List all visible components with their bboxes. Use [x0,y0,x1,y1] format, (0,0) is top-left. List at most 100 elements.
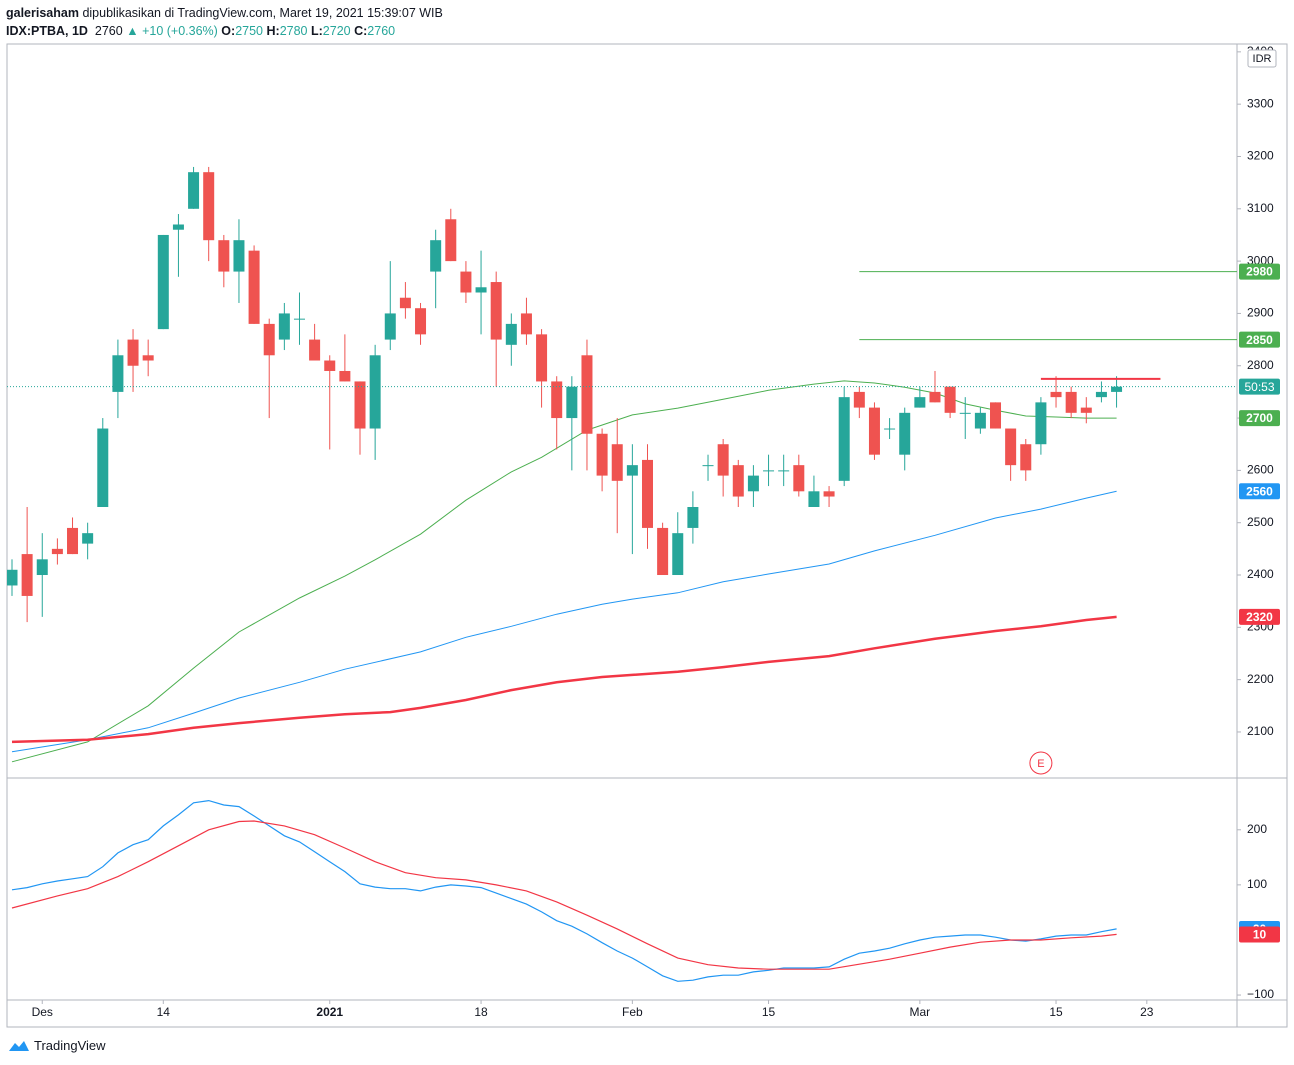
candle-body [1020,444,1032,471]
last-price-badge [1239,378,1280,395]
candle-body [1080,407,1092,413]
x-tick-label: 14 [157,1005,171,1019]
candle-body [384,313,396,340]
y-tick-label: 2100 [1247,724,1274,738]
candle-body [914,397,926,408]
candle-body [884,428,896,430]
published: dipublikasikan di TradingView.com, Maret… [82,6,443,20]
y-tick-label: 3200 [1247,149,1274,163]
line-series [11,799,1117,982]
price-badge [1239,483,1280,500]
currency-box [1247,49,1277,68]
candle-body [278,313,290,340]
candle-body [369,355,381,429]
ohlc-value: 2750 [235,24,263,38]
candle-body [808,491,820,508]
candle-body [581,355,593,434]
candle-body [747,475,759,492]
candle-body [142,355,154,361]
candle-body [672,533,684,576]
candle-body [157,234,169,330]
x-tick-label: 15 [762,1005,776,1019]
logo [9,1040,29,1051]
candle-body [899,412,911,455]
candle-body [354,381,366,429]
candle-body [1005,428,1017,466]
author: galerisaham [6,6,79,20]
ohlc-value: 2720 [322,24,351,38]
candle-body [687,507,699,528]
candle-body [551,381,563,419]
header: galerisaham dipublikasikan di TradingVie… [6,4,443,40]
ohlc-key: L: [310,24,323,38]
frame [6,43,1288,1028]
candle-body [717,444,729,476]
last: 2760 [94,24,123,38]
change: +10 (+0.36%) [142,24,218,38]
candle-body [959,412,971,414]
candle-body [1111,386,1123,392]
price-badge [1239,410,1280,427]
candle-body [974,412,986,429]
candle-body [51,548,63,555]
axes: 2100220023002400250026002700280029003000… [32,44,1280,1019]
price-badge-label: 2980 [1246,265,1273,279]
ohlc-key: O: [221,24,236,38]
symbol: IDX:PTBA, 1D [6,24,88,38]
ohlc-key: H: [266,24,280,38]
candle-body [778,470,790,472]
candle-body [36,559,48,576]
price-pane: E [7,166,1237,775]
candle-body [490,282,502,340]
candle-body [460,271,472,293]
price-badge-label: 2560 [1246,484,1273,498]
candle-body [520,313,532,335]
candle-body [112,355,124,392]
y-tick-label: 3300 [1247,96,1274,110]
event-marker [1029,751,1053,775]
candle-body [67,527,79,555]
candle-body [415,308,427,335]
candle-body [233,240,245,272]
ohlc-key: C: [354,24,368,38]
candle-body [82,533,94,544]
candle-body [853,391,865,408]
up-arrow: ▲ [126,24,139,38]
candle-body [293,318,305,320]
x-tick-label: 2021 [316,1005,343,1019]
candle-body [763,470,775,472]
currency: IDR [1253,53,1272,65]
candle-body [309,339,321,361]
y-tick-label: 2800 [1247,358,1274,372]
publish-line: galerisaham dipublikasikan di TradingVie… [6,4,443,22]
candle-body [929,391,941,403]
line-series [11,380,1117,763]
x-tick-label: Mar [910,1005,931,1019]
candle-body [324,360,336,371]
candle-body [248,250,260,324]
candle-body [944,386,956,413]
x-tick-label: 15 [1049,1005,1063,1019]
price-badge [1239,926,1280,943]
ohlc-value: 2780 [279,24,308,38]
candle-body [445,219,457,262]
candle-body [626,465,638,476]
y-tick-label: 200 [1247,822,1267,836]
y-tick-label: −100 [1247,987,1274,1001]
candle-body [430,240,442,272]
price-badge-label: 2850 [1246,333,1273,347]
price-badge-label: 2700 [1246,411,1273,425]
ohlc: O:2750 H:2780 L:2720 C:2760 [221,24,395,38]
candle-body [1050,391,1062,398]
line-series [11,615,1117,744]
candle-body [203,172,215,241]
candle-body [702,465,714,467]
candle-body [990,402,1002,429]
candle-body [1065,391,1077,413]
price-badge [1239,608,1280,625]
y-tick-label: 2600 [1247,463,1274,477]
x-tick-label: Feb [622,1005,643,1019]
price-badge [1239,263,1280,280]
